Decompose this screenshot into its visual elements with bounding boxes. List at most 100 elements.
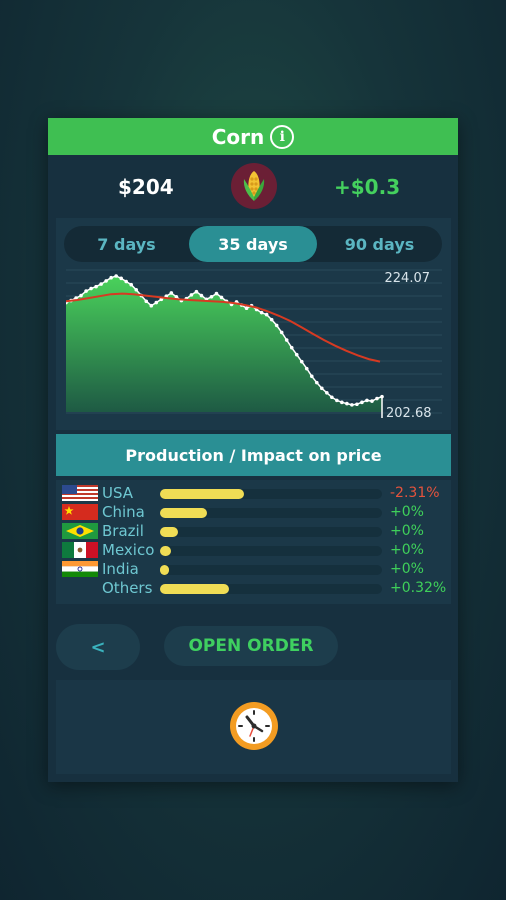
price-point: [99, 282, 103, 286]
price-point: [214, 291, 219, 296]
max-value-label: 224.07: [385, 271, 431, 286]
price-point: [149, 303, 154, 308]
min-value-label: 202.68: [386, 406, 432, 421]
price-point: [244, 306, 249, 311]
production-bar-fill: [160, 584, 229, 594]
price-point: [79, 293, 83, 298]
production-row-brazil: Brazil +0%: [56, 522, 451, 541]
price-row: $204 +$0.3: [48, 155, 458, 215]
commodity-title: Corn: [211, 124, 265, 149]
price-point: [289, 345, 294, 350]
price-point: [74, 296, 78, 300]
production-header: Production / Impact on price: [56, 434, 451, 476]
price-point: [304, 366, 309, 371]
price-point: [309, 374, 314, 379]
open-order-button[interactable]: OPEN ORDER: [164, 626, 338, 666]
country-name: Others: [102, 579, 153, 597]
country-name: China: [102, 503, 145, 521]
brazil-flag-icon: [62, 523, 98, 539]
production-bar: [160, 565, 382, 575]
price-line: [66, 275, 383, 406]
price-point: [194, 289, 199, 294]
clock-icon[interactable]: [228, 700, 280, 752]
price-point: [144, 299, 149, 304]
price-point: [320, 386, 324, 391]
country-name: India: [102, 560, 139, 578]
price-point: [94, 284, 98, 289]
price-chart: 224.07 202.68: [66, 269, 442, 421]
price-point: [299, 359, 304, 364]
production-row-others: Others +0.32%: [56, 579, 451, 598]
production-row-usa: USA -2.31%: [56, 484, 451, 503]
price-change: +$0.3: [334, 175, 401, 199]
china-flag-icon: [62, 504, 98, 520]
price-point: [279, 330, 284, 335]
production-bar-fill: [160, 546, 172, 556]
production-bar: [160, 527, 382, 537]
price-point: [375, 396, 379, 401]
price-point: [264, 312, 269, 317]
info-icon[interactable]: i: [270, 124, 295, 149]
price-point: [209, 294, 214, 299]
impact-value: +0%: [390, 542, 424, 558]
price-point: [89, 286, 93, 291]
production-list: USA -2.31% China +0% Brazil +0%: [56, 480, 451, 604]
price-point: [129, 282, 134, 287]
production-bar-fill: [160, 527, 178, 537]
usa-flag-icon: [62, 485, 98, 501]
price-area: [66, 276, 382, 412]
price-point: [360, 400, 364, 405]
price-point: [219, 295, 224, 300]
production-row-mexico: Mexico +0%: [56, 541, 451, 560]
price-point: [294, 352, 299, 357]
production-bar-fill: [160, 508, 207, 518]
price-point: [350, 403, 354, 407]
price-point: [189, 293, 194, 297]
price-point: [199, 293, 204, 298]
price-point: [370, 399, 374, 403]
price-point: [340, 400, 344, 405]
production-bar: [160, 546, 382, 556]
price-point: [284, 338, 289, 342]
back-button[interactable]: <: [56, 624, 140, 670]
price-point: [134, 287, 139, 292]
price-point: [330, 395, 334, 400]
production-bar: [160, 584, 382, 594]
price-point: [169, 291, 174, 295]
impact-value: -2.31%: [390, 485, 440, 501]
impact-value: +0.32%: [390, 580, 447, 596]
price-point: [365, 398, 369, 403]
production-row-india: India +0%: [56, 560, 451, 579]
price-point: [335, 398, 339, 403]
tab-90-days[interactable]: 90 days: [344, 234, 415, 254]
impact-value: +0%: [390, 523, 424, 539]
india-flag-icon: [62, 561, 98, 577]
price-point: [325, 390, 329, 395]
price-point: [119, 276, 123, 281]
price-point: [104, 279, 108, 283]
corn-icon: [231, 163, 277, 209]
commodity-card: Corn i $204 +$0.3 7 days 35 days 90 days: [48, 118, 458, 782]
country-name: Brazil: [102, 522, 144, 540]
price-point: [314, 380, 319, 385]
price-point: [109, 275, 113, 280]
production-bar: [160, 489, 382, 499]
price-point: [114, 274, 118, 278]
impact-value: +0%: [390, 561, 424, 577]
price-point: [174, 294, 179, 299]
production-bar-fill: [160, 489, 245, 499]
period-tabs: 7 days 35 days 90 days: [64, 226, 442, 262]
price-point: [274, 323, 279, 328]
tab-7-days[interactable]: 7 days: [97, 234, 156, 254]
production-row-china: China +0%: [56, 503, 451, 522]
price-point: [154, 300, 159, 305]
price-point: [124, 279, 128, 284]
moving-average-line: [66, 292, 381, 363]
production-bar: [160, 508, 382, 518]
country-name: Mexico: [102, 541, 155, 559]
mexico-flag-icon: [62, 542, 98, 558]
tab-35-days[interactable]: 35 days: [189, 226, 317, 262]
title-bar: Corn i: [48, 118, 458, 155]
price-value: $204: [118, 175, 174, 199]
price-point: [259, 310, 264, 315]
